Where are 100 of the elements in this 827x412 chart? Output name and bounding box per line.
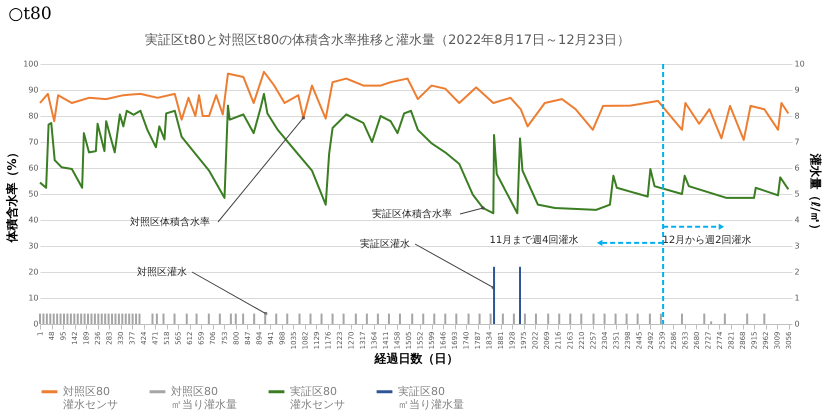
bar bbox=[455, 314, 458, 324]
bar bbox=[108, 314, 110, 324]
bar bbox=[592, 314, 595, 324]
bar bbox=[354, 314, 357, 324]
bar bbox=[286, 314, 288, 324]
bar bbox=[626, 314, 628, 324]
bar bbox=[746, 314, 748, 324]
bar bbox=[63, 314, 66, 324]
bar bbox=[411, 314, 414, 324]
bar bbox=[253, 314, 256, 324]
y2-tick-label: 1 bbox=[794, 294, 800, 302]
bar bbox=[90, 314, 92, 324]
chart-title: 実証区t80と対照区t80の体積含水率推移と灌水量（2022年8月17日～12月23日） bbox=[144, 32, 630, 48]
annotation: 11月まで週4回灌水 bbox=[489, 234, 579, 246]
line-series bbox=[39, 70, 790, 141]
x-axis-title: 経過日数（日） bbox=[374, 351, 458, 366]
bar bbox=[332, 314, 334, 324]
bar bbox=[710, 321, 712, 324]
bar bbox=[468, 314, 470, 324]
legend-label: 対照区80 灌水センサ bbox=[63, 384, 118, 411]
y-tick-label: 0 bbox=[33, 320, 38, 328]
bar bbox=[94, 314, 96, 324]
legend-label: 実証区80 灌水センサ bbox=[290, 384, 345, 411]
bar bbox=[703, 314, 706, 324]
bar bbox=[135, 314, 138, 324]
bar bbox=[512, 314, 515, 324]
bar bbox=[60, 314, 62, 324]
bar bbox=[80, 314, 82, 324]
bar bbox=[366, 314, 368, 324]
y2-tick-label: 4 bbox=[794, 216, 800, 224]
bar bbox=[97, 314, 100, 324]
bar bbox=[614, 314, 617, 324]
bar bbox=[66, 314, 68, 324]
bar bbox=[230, 314, 232, 324]
bar bbox=[186, 314, 188, 324]
bar bbox=[398, 314, 401, 324]
y2-tick-label: 7 bbox=[794, 138, 800, 146]
bar bbox=[174, 314, 176, 324]
bar bbox=[128, 314, 130, 324]
y-tick-label: 80 bbox=[28, 112, 38, 120]
y-tick-label: 40 bbox=[28, 216, 38, 224]
y2-tick-label: 9 bbox=[794, 86, 800, 94]
bar bbox=[162, 314, 164, 324]
bar bbox=[433, 314, 436, 324]
bar bbox=[724, 314, 726, 324]
bar bbox=[680, 314, 683, 324]
bar bbox=[519, 266, 522, 324]
bar bbox=[660, 314, 662, 324]
y-tick-label: 70 bbox=[28, 138, 38, 146]
bar bbox=[298, 314, 300, 324]
y-tick-label: 60 bbox=[28, 164, 38, 172]
y2-axis-title: 灌水量（ℓ/㎡） bbox=[808, 152, 823, 236]
y-tick-label: 90 bbox=[28, 86, 38, 94]
y2-tick-label: 2 bbox=[794, 268, 800, 276]
bar bbox=[569, 314, 572, 324]
bar bbox=[444, 314, 446, 324]
bar bbox=[558, 314, 560, 324]
bar bbox=[100, 314, 103, 324]
bar bbox=[242, 314, 244, 324]
bar bbox=[388, 314, 390, 324]
bar bbox=[49, 314, 52, 324]
y-tick-label: 20 bbox=[28, 268, 38, 276]
bar bbox=[208, 314, 210, 324]
bar bbox=[218, 314, 221, 324]
annotation: 実証区体積含水率 bbox=[372, 208, 452, 220]
bar bbox=[547, 314, 550, 324]
bar bbox=[490, 314, 492, 324]
y2-tick-label: 0 bbox=[794, 320, 800, 328]
y2-tick-label: 8 bbox=[794, 112, 800, 120]
bar bbox=[156, 314, 158, 324]
bar bbox=[534, 314, 537, 324]
text: ○t80 bbox=[8, 4, 52, 24]
bar bbox=[39, 314, 41, 324]
annotation: 対照区体積含水率 bbox=[130, 216, 210, 228]
bar bbox=[138, 314, 140, 324]
bar bbox=[52, 314, 55, 324]
bar bbox=[763, 314, 766, 324]
y2-tick-label: 10 bbox=[794, 60, 805, 68]
bar bbox=[132, 314, 134, 324]
bar bbox=[234, 314, 237, 324]
bar bbox=[648, 314, 651, 324]
bar bbox=[422, 314, 424, 324]
y2-tick-label: 5 bbox=[794, 190, 800, 198]
annotation: 対照区灌水 bbox=[137, 266, 187, 278]
bar bbox=[42, 314, 44, 324]
bar bbox=[70, 314, 72, 324]
bar bbox=[111, 314, 114, 324]
bar bbox=[124, 314, 127, 324]
bar bbox=[104, 314, 106, 324]
bar bbox=[376, 314, 379, 324]
annotation: 12月から週2回灌水 bbox=[662, 234, 752, 246]
bar bbox=[636, 314, 639, 324]
bar bbox=[46, 314, 48, 324]
bar bbox=[118, 314, 120, 324]
bar bbox=[493, 266, 496, 324]
bar bbox=[478, 314, 481, 324]
bar bbox=[275, 314, 278, 324]
y-tick-label: 10 bbox=[28, 294, 38, 302]
bar bbox=[310, 314, 312, 324]
bar bbox=[196, 314, 198, 324]
